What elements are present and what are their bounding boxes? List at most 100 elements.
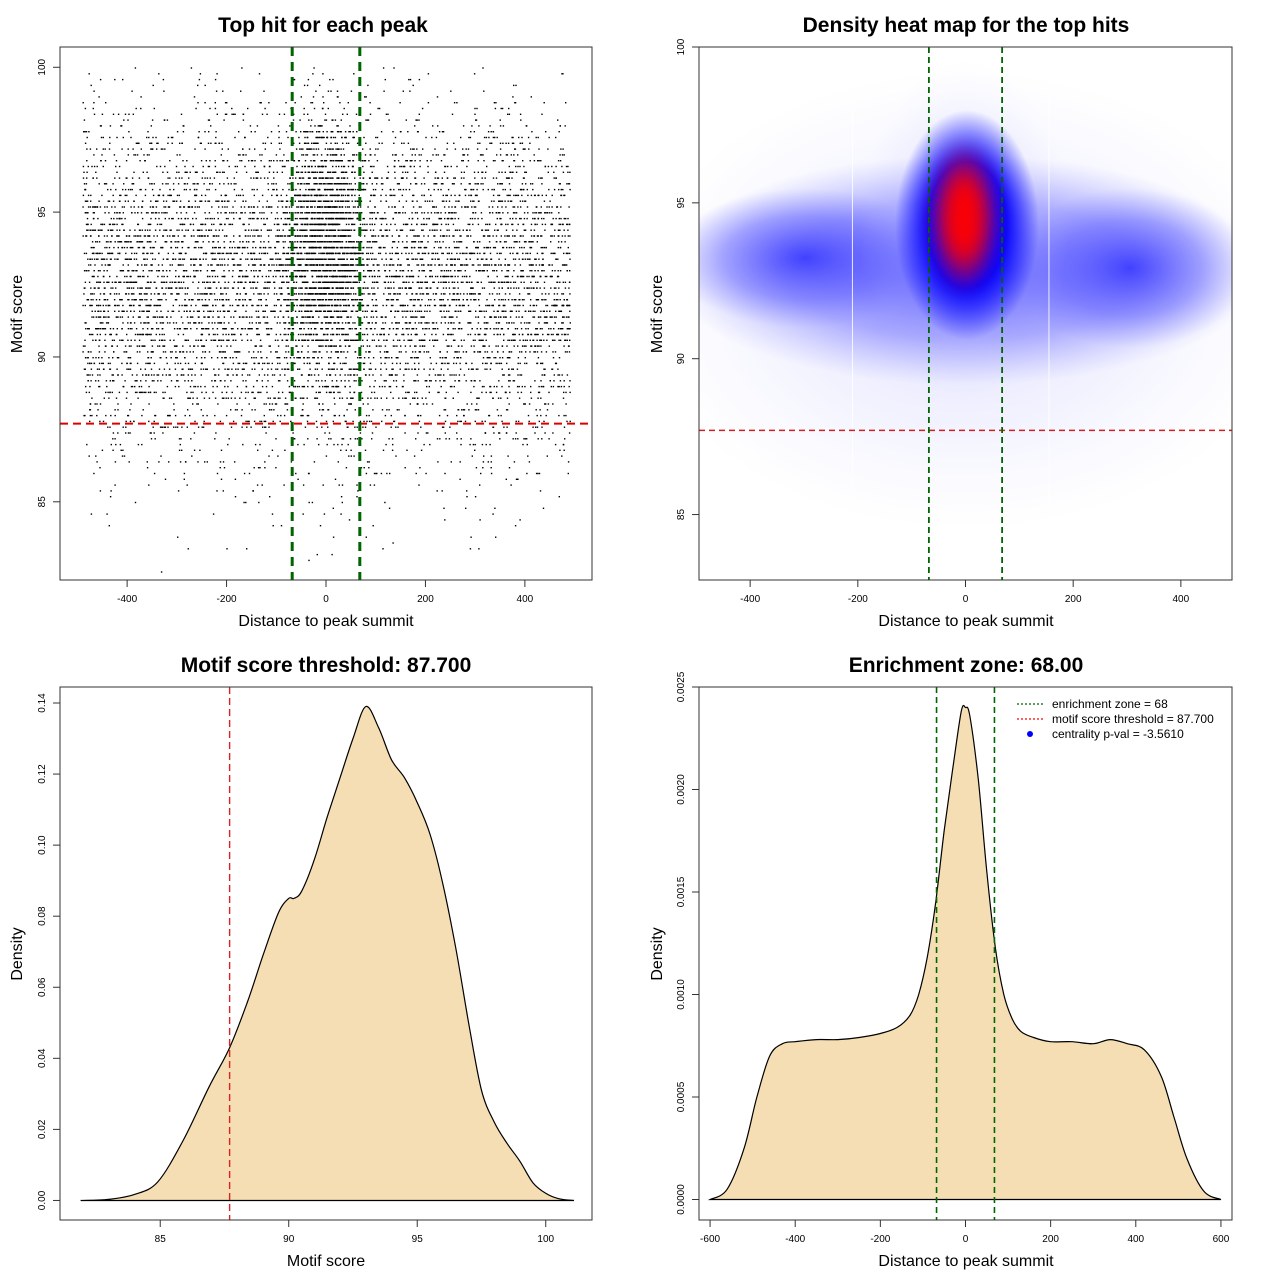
scatter-point	[343, 107, 345, 110]
scatter-point	[85, 322, 87, 324]
scatter-point	[323, 188, 326, 191]
scatter-point	[483, 252, 485, 255]
scatter-point	[194, 420, 196, 423]
scatter-point	[260, 241, 262, 243]
scatter-point	[453, 299, 455, 301]
scatter-point	[161, 333, 163, 336]
scatter-point	[530, 281, 532, 283]
scatter-point	[374, 293, 376, 295]
scatter-point	[138, 385, 140, 388]
scatter-point	[218, 229, 220, 231]
scatter-point	[207, 281, 209, 283]
scatter-point	[168, 368, 171, 370]
scatter-point	[479, 519, 481, 521]
scatter-point	[208, 241, 210, 243]
scatter-point	[289, 223, 291, 226]
scatter-point	[203, 420, 205, 423]
scatter-point	[485, 246, 487, 249]
scatter-point	[289, 246, 292, 249]
scatter-point	[146, 322, 148, 324]
scatter-point	[178, 171, 180, 173]
scatter-point	[374, 304, 377, 307]
scatter-point	[307, 200, 309, 202]
scatter-point	[429, 270, 432, 272]
scatter-point	[284, 212, 286, 214]
scatter-point	[218, 281, 220, 283]
scatter-point	[461, 345, 463, 347]
scatter-point	[181, 142, 183, 144]
scatter-point	[105, 241, 108, 243]
scatter-point	[233, 252, 235, 255]
scatter-point	[254, 160, 256, 162]
scatter-point	[391, 449, 394, 451]
scatter-point	[108, 281, 110, 283]
scatter-point	[504, 264, 506, 266]
scatter-point	[273, 409, 275, 411]
scatter-point	[426, 403, 428, 405]
scatter-point	[558, 496, 560, 498]
scatter-point	[505, 154, 508, 156]
scatter-point	[307, 270, 309, 272]
scatter-point	[442, 333, 445, 336]
scatter-point	[492, 397, 494, 399]
scatter-point	[337, 264, 339, 266]
scatter-point	[512, 142, 515, 144]
scatter-point	[468, 183, 470, 185]
scatter-point	[345, 171, 348, 173]
scatter-point	[407, 362, 409, 365]
scatter-point	[143, 154, 145, 156]
scatter-point	[517, 194, 520, 197]
scatter-point	[329, 78, 331, 81]
scatter-point	[340, 449, 342, 451]
scatter-point	[201, 200, 203, 202]
scatter-point	[114, 206, 116, 208]
scatter-point	[315, 397, 317, 399]
scatter-point	[158, 304, 160, 307]
scatter-point	[443, 200, 445, 202]
scatter-point	[286, 287, 289, 289]
scatter-point	[344, 345, 347, 347]
scatter-point	[343, 304, 345, 307]
scatter-point	[380, 183, 383, 185]
scatter-point	[372, 212, 374, 214]
scatter-point	[312, 293, 314, 295]
scatter-point	[133, 206, 135, 208]
scatter-point	[149, 287, 151, 289]
scatter-point	[344, 380, 346, 382]
scatter-point	[212, 391, 214, 394]
scatter-point	[277, 357, 279, 359]
scatter-point	[352, 368, 354, 370]
scatter-point	[107, 391, 109, 394]
scatter-point	[319, 223, 321, 226]
scatter-point	[222, 252, 225, 255]
scatter-point	[456, 316, 458, 318]
scatter-point	[504, 171, 506, 173]
scatter-point	[102, 328, 104, 330]
scatter-point	[522, 252, 524, 255]
scatter-point	[109, 496, 112, 498]
scatter-point	[106, 513, 108, 515]
scatter-point	[206, 270, 209, 272]
scatter-point	[297, 351, 300, 353]
scatter-point	[463, 171, 465, 173]
scatter-point	[220, 478, 223, 480]
scatter-point	[109, 304, 111, 307]
scatter-point	[165, 200, 168, 202]
scatter-point	[124, 380, 126, 382]
scatter-point	[121, 455, 124, 457]
scatter-point	[319, 270, 322, 272]
scatter-point	[325, 264, 327, 266]
scatter-point	[195, 107, 197, 110]
scatter-point	[410, 246, 413, 249]
scatter-point	[212, 246, 214, 249]
scatter-point	[256, 125, 259, 127]
scatter-point	[447, 368, 449, 370]
scatter-point	[496, 136, 498, 139]
scatter-point	[256, 328, 258, 330]
scatter-point	[461, 275, 464, 278]
scatter-point	[151, 188, 154, 191]
scatter-point	[122, 426, 124, 428]
scatter-point	[194, 194, 196, 197]
scatter-point	[204, 293, 207, 295]
scatter-point	[131, 183, 133, 185]
